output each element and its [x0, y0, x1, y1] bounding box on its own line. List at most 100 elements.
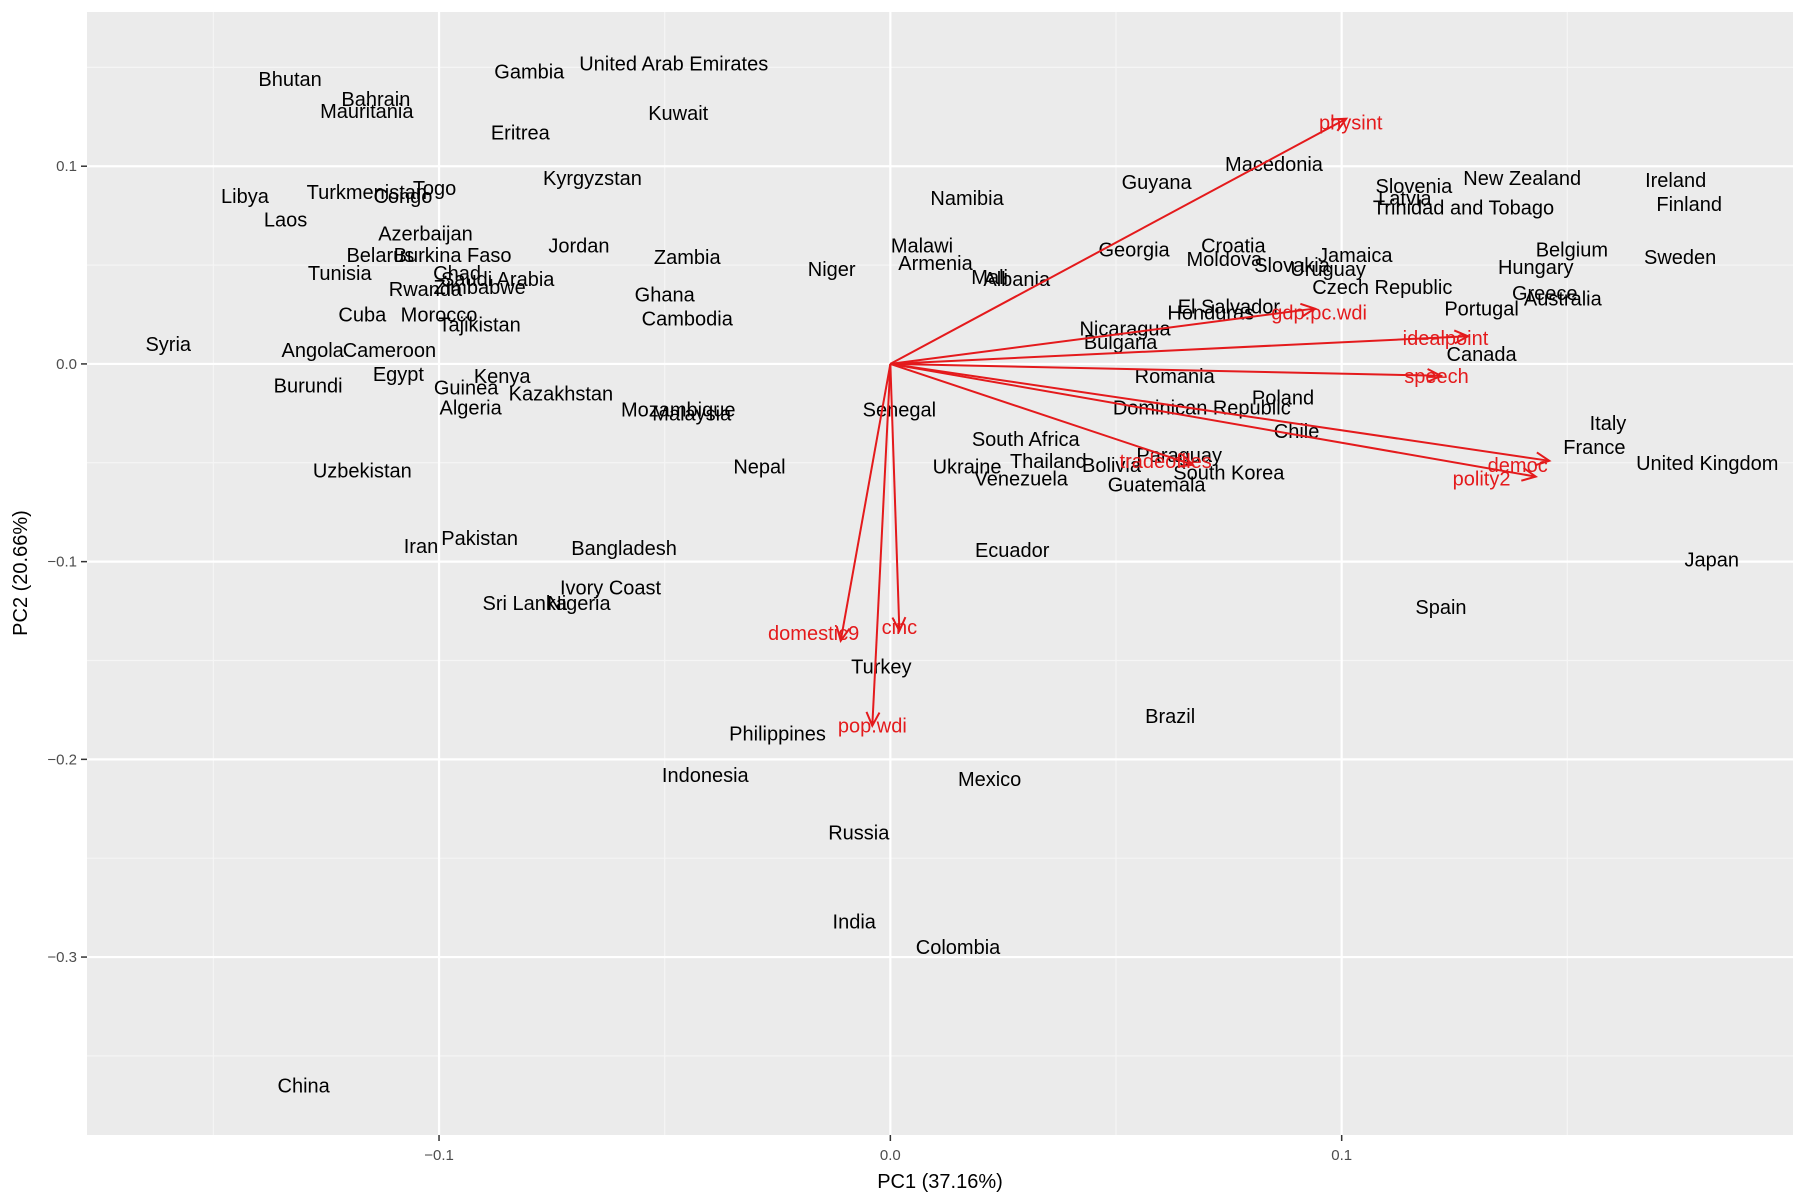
point-label: Latvia — [1378, 188, 1432, 210]
point-label: Slovenia — [1376, 176, 1454, 198]
point-label: Laos — [264, 210, 307, 232]
point-label: Mexico — [958, 769, 1021, 791]
vector-arrowhead — [1177, 453, 1195, 468]
point-label: New Zealand — [1463, 168, 1581, 190]
point-label: Syria — [145, 334, 191, 356]
point-label: Portugal — [1444, 299, 1519, 321]
point-label: Morocco — [401, 304, 478, 326]
point-label: Ivory Coast — [560, 577, 662, 599]
point-label: Bolivia — [1082, 455, 1142, 477]
vector-label: physint — [1319, 113, 1383, 135]
point-label: Nigeria — [547, 593, 611, 615]
point-label: Kuwait — [648, 103, 708, 125]
point-label: India — [833, 911, 877, 933]
vector-label: pop.wdi — [838, 716, 907, 738]
point-label: Libya — [221, 186, 270, 208]
point-label: Belgium — [1536, 239, 1608, 261]
vector-label: gdp.pc.wdi — [1271, 303, 1367, 325]
point-label: Georgia — [1098, 239, 1170, 261]
point-label: Kenya — [474, 366, 532, 388]
point-label: Tunisia — [308, 263, 373, 285]
y-tick-label: −0.2 — [47, 751, 77, 768]
point-label: Tajikistan — [439, 314, 521, 336]
vector-line — [890, 362, 1194, 466]
grid-minor — [87, 12, 1793, 1135]
vector-label: domestic9 — [768, 623, 859, 645]
point-label: Moldova — [1187, 249, 1263, 271]
x-tick-label: 0.1 — [1331, 1147, 1352, 1164]
point-label: Czech Republic — [1312, 277, 1452, 299]
point-label: France — [1563, 437, 1625, 459]
point-label: Pakistan — [441, 528, 518, 550]
x-tick-label: −0.1 — [424, 1147, 454, 1164]
point-label: Colombia — [916, 937, 1001, 959]
point-label: China — [278, 1076, 331, 1098]
point-label: Kyrgyzstan — [543, 168, 642, 190]
point-label: Togo — [413, 178, 456, 200]
point-label: Venezuela — [975, 469, 1069, 491]
vector-line — [890, 307, 1315, 365]
point-label: Bhutan — [258, 69, 321, 91]
point-label: Japan — [1685, 550, 1740, 572]
vector-arrowhead — [1300, 302, 1317, 318]
vector-arrowhead — [1521, 467, 1539, 482]
point-label: Saudi Arabia — [441, 269, 555, 291]
point-label: Mauritania — [320, 101, 414, 123]
grid-major — [87, 12, 1793, 1135]
point-label: Uzbekistan — [313, 461, 412, 483]
vector-line — [890, 335, 1469, 365]
point-label: Italy — [1590, 413, 1627, 435]
point-label: Indonesia — [662, 765, 750, 787]
point-label: South Korea — [1173, 463, 1285, 485]
point-label: Cameroon — [343, 340, 436, 362]
point-label: Sri Lanka — [483, 593, 568, 615]
point-label: Ireland — [1645, 170, 1706, 192]
point-label: Burundi — [274, 376, 343, 398]
point-label: Belarus — [346, 245, 414, 267]
point-label: Armenia — [898, 253, 973, 275]
point-label: Jamaica — [1318, 245, 1393, 267]
point-label: Congo — [373, 186, 432, 208]
point-label: Burkina Faso — [394, 245, 512, 267]
vector-arrowhead — [1331, 117, 1349, 132]
point-label: Iran — [404, 536, 438, 558]
point-label: Chad — [433, 263, 481, 285]
y-axis-title: PC2 (20.66%) — [10, 510, 32, 636]
vector-label: tradeofiles — [1120, 451, 1212, 473]
vector-line — [889, 363, 901, 631]
point-label: Canada — [1447, 344, 1518, 366]
point-label: Malawi — [891, 235, 953, 257]
point-label: Zimbabwe — [434, 277, 526, 299]
point-label: Albania — [983, 269, 1051, 291]
point-label: Trinidad and Tobago — [1373, 198, 1554, 220]
point-label: Zambia — [654, 247, 722, 269]
point-label: Finland — [1656, 194, 1722, 216]
axis-ticks — [81, 165, 1343, 1141]
vector-line — [889, 117, 1347, 365]
point-label: Guinea — [434, 378, 499, 400]
point-label: United Arab Emirates — [579, 53, 768, 75]
point-label: Sweden — [1644, 247, 1716, 269]
point-label: Cambodia — [642, 308, 734, 330]
point-label: United Kingdom — [1636, 453, 1778, 475]
y-tick-label: 0.1 — [56, 158, 77, 175]
point-label: Guatemala — [1108, 475, 1207, 497]
point-label: Kazakhstan — [509, 384, 614, 406]
y-tick-label: −0.1 — [47, 554, 77, 571]
vector-line — [890, 362, 1441, 377]
point-label: Philippines — [729, 724, 826, 746]
vector-label: polity2 — [1453, 469, 1511, 491]
point-label: Turkey — [851, 656, 911, 678]
point-label: Australia — [1524, 289, 1603, 311]
point-label: Russia — [828, 823, 890, 845]
point-label: Ukraine — [933, 457, 1002, 479]
point-label: Croatia — [1201, 235, 1266, 257]
point-label: Nepal — [733, 457, 785, 479]
point-label: Namibia — [930, 188, 1004, 210]
point-label: Algeria — [439, 397, 502, 419]
point-label: Egypt — [373, 364, 425, 386]
point-label: Uruguay — [1290, 259, 1366, 281]
point-label: Niger — [808, 259, 856, 281]
point-label: Hungary — [1498, 257, 1574, 279]
